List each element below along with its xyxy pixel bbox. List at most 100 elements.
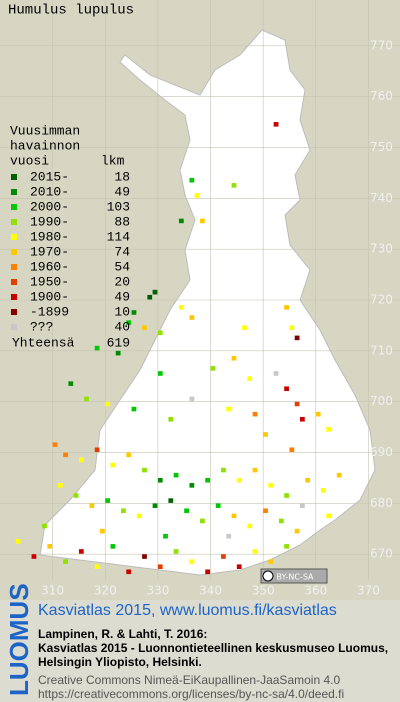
observation-square — [268, 483, 274, 488]
observation-square — [252, 467, 258, 473]
observation-square — [321, 488, 326, 493]
observation-square — [284, 305, 289, 310]
badge-text: BY-NC-SA — [276, 573, 314, 582]
x-tick-label: 360 — [304, 584, 327, 598]
observation-square — [110, 462, 116, 468]
observation-square — [315, 411, 321, 417]
legend-label: 2015- — [30, 169, 69, 184]
y-tick-label: 670 — [370, 547, 393, 561]
observation-square — [231, 513, 237, 519]
observation-square — [42, 523, 47, 529]
legend-swatch — [11, 309, 17, 315]
legend-heading: Vuusimman — [10, 123, 80, 138]
observation-square — [242, 325, 247, 331]
x-tick-label: 320 — [94, 584, 117, 598]
x-tick-label: 340 — [199, 584, 222, 598]
title: Humulus lupulus — [8, 3, 134, 19]
observation-square — [268, 559, 274, 564]
y-tick-label: 750 — [370, 140, 393, 154]
observation-square — [210, 366, 216, 371]
observation-square — [105, 498, 111, 503]
observation-square — [31, 554, 37, 559]
observation-square — [78, 457, 84, 463]
observation-square — [63, 559, 68, 564]
observation-square — [194, 193, 200, 198]
legend-swatch — [11, 264, 17, 270]
logo: LUOMUS — [4, 583, 34, 696]
legend-label: 2010- — [30, 184, 69, 199]
observation-square — [157, 564, 163, 569]
observation-square — [178, 218, 184, 224]
observation-square — [126, 320, 132, 325]
y-tick-label: 690 — [370, 445, 393, 459]
y-tick-label: 710 — [370, 343, 393, 357]
footer: LUOMUS Kasviatlas 2015, www.luomus.fi/ka… — [0, 583, 400, 702]
license: Creative Commons Nimeä-EiKaupallinen-Jaa… — [38, 673, 341, 687]
observation-square — [84, 396, 89, 402]
observation-square — [263, 508, 268, 514]
observation-square — [147, 294, 153, 300]
legend-count: 49 — [114, 184, 130, 199]
observation-square — [47, 544, 53, 549]
legend-count: 10 — [114, 304, 130, 319]
observation-square — [247, 376, 253, 381]
x-tick-label: 330 — [146, 584, 169, 598]
observation-square — [231, 183, 237, 188]
citation: Kasviatlas 2015 - Luonnontieteellinen ke… — [38, 641, 389, 655]
citation: Lampinen, R. & Lahti, T. 2016: — [38, 627, 208, 641]
y-tick-label: 700 — [370, 394, 393, 408]
observation-square — [278, 518, 284, 524]
observation-square — [157, 371, 163, 376]
observation-square — [110, 544, 116, 549]
finland-outline — [39, 29, 376, 576]
observation-square — [294, 528, 300, 534]
legend-count: 20 — [114, 274, 130, 289]
observation-square — [89, 503, 95, 508]
legend-count: 18 — [114, 169, 130, 184]
observation-square — [173, 472, 179, 478]
grid: 770 760 750 740 730 720 710 700 690 680 670 310 320 3… — [0, 0, 400, 598]
observation-square — [284, 544, 289, 549]
observation-square — [78, 549, 84, 554]
observation-square — [294, 335, 300, 341]
legend-count: 114 — [107, 229, 131, 244]
observation-square — [231, 355, 237, 361]
legend-swatch — [11, 234, 17, 240]
x-tick-label: 370 — [357, 584, 380, 598]
y-tick-label: 760 — [370, 89, 393, 103]
observation-square — [205, 569, 211, 575]
observation-square — [168, 498, 174, 503]
y-tick-label: 720 — [370, 293, 393, 307]
y-tick-label: 680 — [370, 496, 393, 510]
observation-square — [105, 401, 111, 407]
observation-square — [236, 477, 242, 483]
observation-square — [336, 472, 342, 478]
y-tick-label: 740 — [370, 191, 393, 205]
observation-square — [189, 483, 195, 488]
legend-heading: havainnon — [10, 138, 80, 153]
observation-square — [126, 569, 132, 575]
legend-count-heading: lkm — [101, 153, 125, 168]
observation-square — [273, 371, 279, 376]
legend-label: 1950- — [30, 274, 69, 289]
legend-count: 103 — [107, 199, 130, 214]
observation-square — [289, 325, 295, 331]
observation-square — [73, 493, 79, 498]
observation-square — [15, 538, 21, 544]
map: 770 760 750 740 730 720 710 700 690 680 670 310 320 3… — [0, 0, 400, 598]
observation-square — [152, 289, 158, 295]
observation-square — [52, 442, 58, 447]
observation-square — [68, 381, 74, 386]
legend-heading: vuosi — [10, 153, 49, 168]
legend: 2015- 18 2010- 49 2000- 103 1990- 88 1980- 114 197… — [11, 169, 130, 334]
observation-square — [284, 493, 289, 498]
legend-swatch — [11, 174, 17, 180]
legend-swatch — [11, 279, 17, 285]
legend-label: -1899 — [30, 304, 69, 319]
observation-square — [63, 452, 68, 458]
observation-square — [189, 315, 195, 320]
observation-square — [221, 554, 226, 559]
observation-square — [131, 406, 137, 412]
legend-label: 1970- — [30, 244, 69, 259]
